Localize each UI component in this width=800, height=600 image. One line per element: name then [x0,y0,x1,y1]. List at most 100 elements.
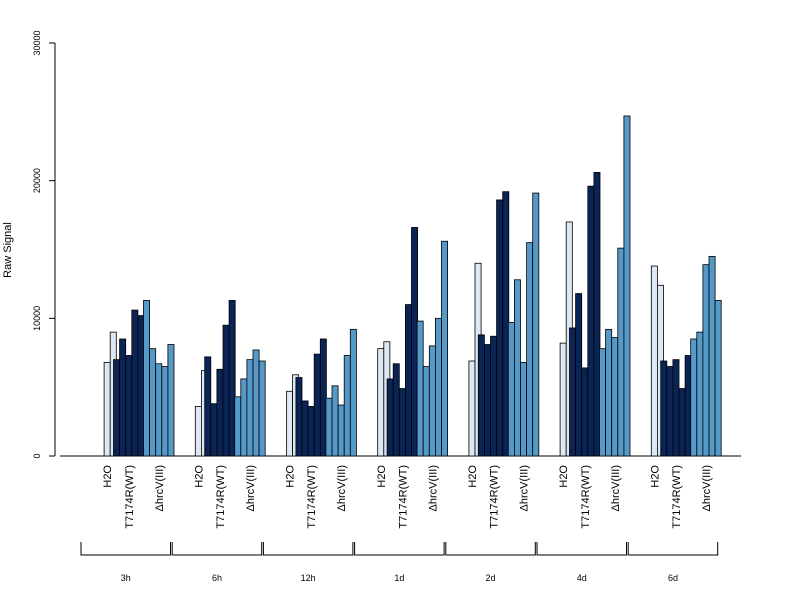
bar [228,300,236,457]
bar [301,400,309,457]
bar [155,363,163,457]
bar [599,348,606,457]
bars [103,115,722,457]
timepoint-label: 2d [486,573,496,583]
bar [398,388,406,457]
bar [343,355,351,457]
bar [514,279,521,457]
bar [307,406,315,457]
bar [696,331,704,457]
bar [428,345,436,457]
group-label: ΔhrcV(III) [701,465,713,511]
bar [477,334,485,457]
bar [581,367,589,457]
timepoint-bracket [354,542,445,556]
bar [222,324,230,457]
bar [246,359,254,457]
bar [422,366,430,457]
bar [468,360,476,457]
bar [666,366,674,457]
bar [392,363,400,457]
timepoint-brackets: 3h 6h 12h 1d 2d 4d 6d [80,542,719,583]
bar [611,337,619,457]
group-label: ΔhrcV(III) [336,465,348,511]
bar [337,404,345,457]
bar [569,327,576,457]
timepoint-bracket [80,542,171,556]
timepoint-bracket [171,542,263,556]
group-label: T7174R(WT) [397,465,409,529]
bar [496,199,504,457]
bar [113,359,120,457]
bar [587,185,595,457]
bar [526,242,534,457]
bar [137,315,145,457]
bar [623,115,631,457]
bar [119,338,127,457]
bar [295,377,303,457]
timepoint-bracket [445,542,536,556]
bar [240,378,248,457]
bar [149,348,157,457]
group-label: T7174R(WT) [489,465,501,529]
timepoint-label: 3h [121,573,131,583]
bar [605,328,613,457]
timepoint-label: 6h [212,573,222,583]
group-label: H2O [376,465,388,488]
bar [313,353,321,457]
group-label: H2O [467,465,479,488]
y-tick-label: 20000 [32,168,42,193]
bar [532,192,540,457]
bar [234,396,242,457]
timepoint-bracket [262,542,354,556]
bar [377,348,385,457]
group-label: T7174R(WT) [124,465,136,529]
bar [252,349,260,457]
bar [575,293,583,457]
y-tick-label: 10000 [32,306,42,331]
group-label: T7174R(WT) [306,465,318,529]
group-label: H2O [649,465,661,488]
bar [714,300,722,457]
bar [678,388,686,457]
bar [143,300,150,457]
bar [617,247,625,457]
y-tick-label: 0 [32,453,42,458]
bar [593,172,601,457]
bar [125,355,133,457]
timepoint-bracket [536,542,627,556]
group-label: ΔhrcV(III) [610,465,622,511]
bar [507,322,515,457]
y-axis: 0 10000 20000 30000 [32,30,56,459]
bar [502,191,510,457]
timepoint-bracket [627,542,719,556]
y-axis-title: Raw Signal [2,222,14,278]
group-label: T7174R(WT) [215,465,227,529]
bar [216,368,224,457]
bar [520,361,527,457]
bar [690,338,698,457]
bar [416,320,424,457]
bar [441,240,448,457]
bar [490,335,497,457]
group-label: H2O [558,465,570,488]
timepoint-label: 6d [668,573,678,583]
group-label: T7174R(WT) [580,465,592,529]
timepoint-label: 12h [301,573,316,583]
bar [325,397,333,457]
bar [204,356,212,457]
bar [210,403,218,457]
bar [131,309,139,457]
bar [559,342,567,457]
group-labels: H2O T7174R(WT) ΔhrcV(III) H2O T7174R(WT) Δhrc… [102,465,713,529]
bar [404,304,412,457]
group-label: ΔhrcV(III) [427,465,439,511]
bar [258,360,266,457]
bar [650,265,658,457]
bar [483,344,491,457]
bar [349,328,357,457]
y-tick-label: 30000 [32,30,42,55]
bar [331,385,339,457]
bar [319,338,327,457]
